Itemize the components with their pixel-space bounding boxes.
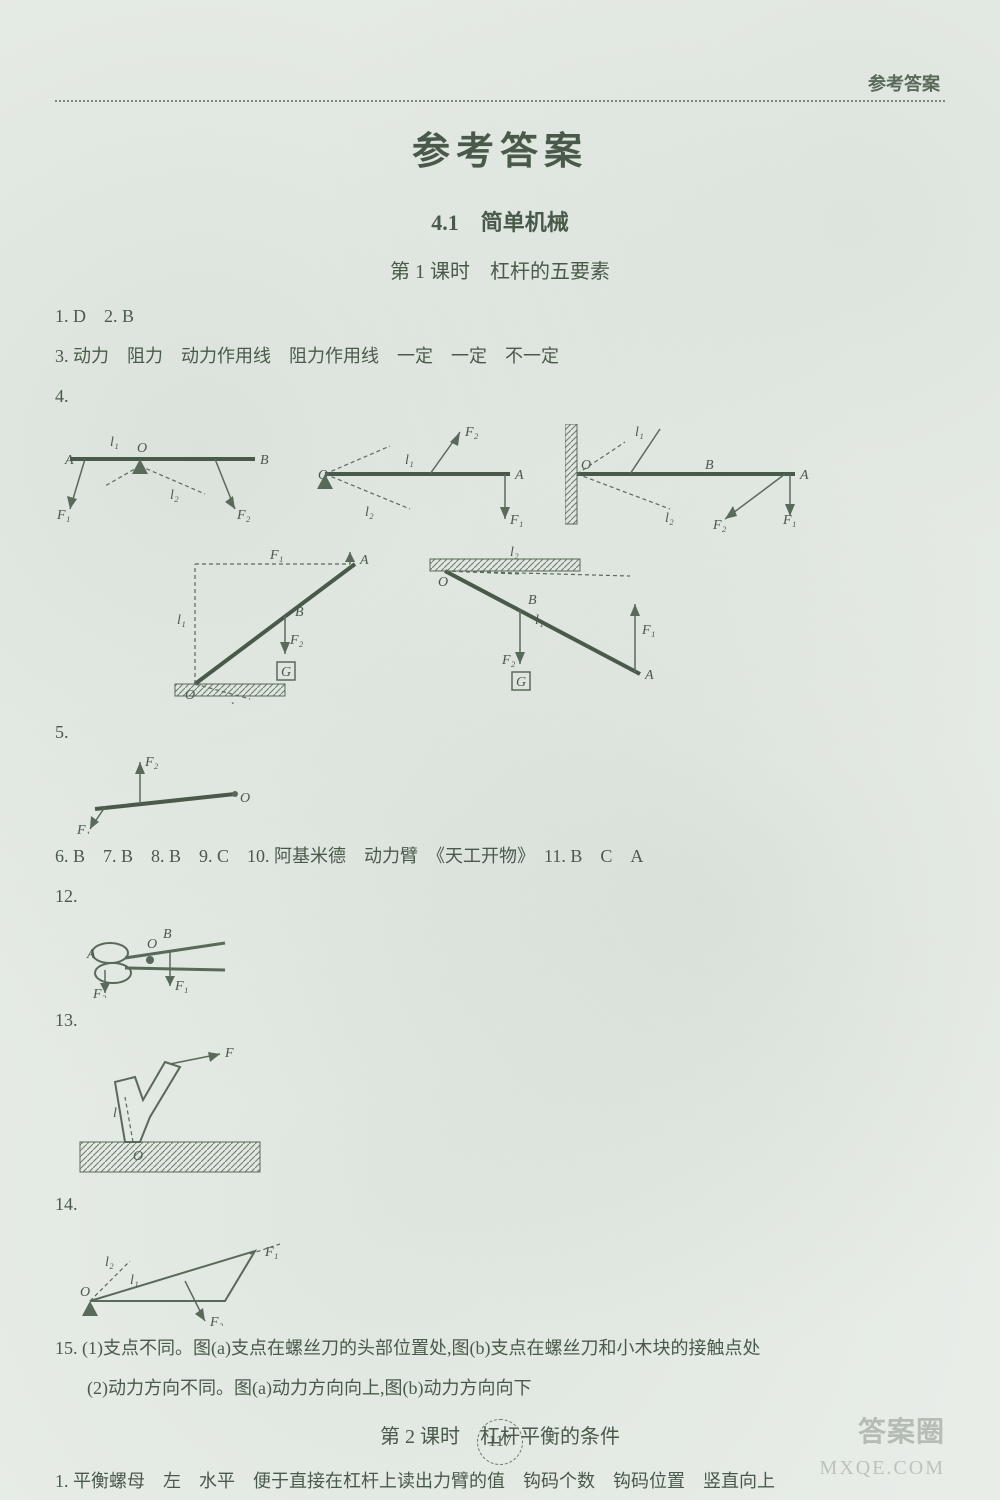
svg-text:A: A [514,468,524,483]
q4-diagram-1: A B O F₁ F₂ l₁ l₂ [55,424,285,534]
svg-text:F₂: F₂ [464,425,479,440]
svg-text:A: A [799,468,809,483]
svg-text:F₂: F₂ [289,633,304,648]
svg-text:A: A [64,453,74,468]
q14-wedge-diagram: O F₁ F₂ l₂ l₁ [75,1226,305,1326]
svg-text:l₁: l₁ [110,435,119,450]
svg-text:F₁: F₁ [641,623,655,638]
answer-q3: 3. 动力 阻力 动力作用线 阻力作用线 一定 一定 不一定 [55,338,945,374]
q4-diagram-5: O A F₂ G F₁ l₂ B l₁ [420,544,680,704]
svg-text:G: G [516,675,526,690]
svg-text:F₁: F₁ [264,1245,278,1260]
answer-q1-q2: 1. D 2. B [55,298,945,334]
q4-diagram-row2: O A B l₁ F₁ F₂ G l₂ O A F₂ G [155,544,945,704]
svg-text:A: A [359,553,369,568]
svg-text:F: F [224,1046,234,1061]
header-label: 参考答案 [868,70,940,96]
svg-text:F₂: F₂ [712,518,727,533]
svg-text:l₁: l₁ [535,613,544,628]
svg-text:l₁: l₁ [405,453,414,468]
answer-q4: 4. [55,378,945,414]
q12-scissors-diagram: A F₂ B F₁ O [75,918,275,998]
main-title: 参考答案 [55,120,945,175]
q4-diagram-4: O A B l₁ F₁ F₂ G l₂ [155,544,395,704]
q4-diagram-row1: A B O F₁ F₂ l₁ l₂ O A F₂ F₁ [55,424,945,534]
answer-q13: 13. [55,1002,945,1038]
q13-hammer-diagram: F l O [75,1042,295,1182]
q4-diagram-2: O A F₂ F₁ l₁ l₂ [310,424,540,534]
svg-text:F₂: F₂ [209,1315,224,1326]
svg-text:l₂: l₂ [665,511,674,526]
svg-text:l₂: l₂ [230,701,239,704]
svg-text:l₁: l₁ [130,1273,139,1288]
lesson2-answer-q1: 1. 平衡螺母 左 水平 便于直接在杠杆上读出力臂的值 钩码个数 钩码位置 竖直… [55,1463,945,1499]
svg-text:F₁: F₁ [782,513,796,528]
answer-q12: 12. [55,878,945,914]
page-number: 117 [477,1419,523,1465]
svg-text:F₁: F₁ [56,508,70,523]
page-number-value: 117 [477,1419,523,1465]
svg-text:G: G [281,665,291,680]
svg-text:l₁: l₁ [177,613,186,628]
answer-q6-q11: 6. B 7. B 8. B 9. C 10. 阿基米德 动力臂 《天工开物》 … [55,838,945,874]
svg-text:l₂: l₂ [510,545,519,560]
svg-text:l₂: l₂ [105,1255,114,1270]
svg-text:F₂: F₂ [144,755,159,770]
svg-text:B: B [260,453,269,468]
svg-text:A: A [86,947,96,962]
answer-q14: 14. [55,1186,945,1222]
svg-text:F₂: F₂ [92,987,107,998]
svg-text:F₁: F₁ [76,823,90,834]
svg-text:F₁: F₁ [174,979,188,994]
svg-text:A: A [644,668,654,683]
svg-text:B: B [295,605,304,620]
svg-text:O: O [240,791,250,806]
svg-text:O: O [185,688,195,703]
q4-diagram-3: O B A l₁ F₂ l₂ F₁ [565,424,815,534]
svg-text:F₂: F₂ [236,508,251,523]
watermark-url: MXQE.COM [820,1457,945,1480]
svg-text:l₂: l₂ [170,488,179,503]
svg-text:O: O [133,1149,143,1164]
svg-text:O: O [137,441,147,456]
watermark-brand: 答案圈 [858,1410,945,1450]
svg-text:B: B [705,458,714,473]
svg-text:O: O [438,575,448,590]
svg-text:B: B [163,927,172,942]
svg-text:B: B [528,593,537,608]
svg-text:l: l [113,1106,117,1121]
svg-text:l₂: l₂ [365,505,374,520]
svg-text:O: O [147,937,157,952]
answer-q15a: 15. (1)支点不同。图(a)支点在螺丝刀的头部位置处,图(b)支点在螺丝刀和… [55,1330,945,1366]
svg-text:F₁: F₁ [269,548,283,563]
svg-text:F₂: F₂ [501,653,516,668]
answer-q5: 5. [55,714,945,750]
answer-q15b: (2)动力方向不同。图(a)动力方向向上,图(b)动力方向向下 [55,1370,945,1406]
svg-text:O: O [80,1285,90,1300]
svg-text:l₁: l₁ [635,425,644,440]
q5-diagram: O F₁ F₂ [75,754,275,834]
section-title: 4.1 简单机械 [55,205,945,237]
lesson1-title: 第 1 课时 杠杆的五要素 [55,255,945,284]
page-container: 参考答案 参考答案 4.1 简单机械 第 1 课时 杠杆的五要素 1. D 2.… [0,0,1000,1500]
svg-text:F₁: F₁ [509,513,523,528]
header-divider [55,100,945,102]
